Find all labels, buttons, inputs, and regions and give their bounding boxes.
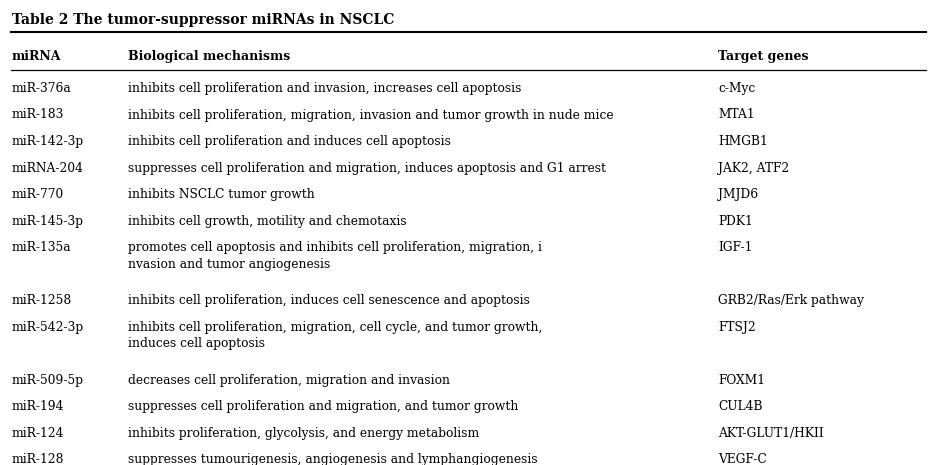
Text: HMGB1: HMGB1: [717, 135, 767, 148]
Text: FTSJ2: FTSJ2: [717, 320, 755, 333]
Text: miRNA: miRNA: [12, 50, 62, 63]
Text: miR-124: miR-124: [12, 426, 65, 439]
Text: GRB2/Ras/Erk pathway: GRB2/Ras/Erk pathway: [717, 294, 863, 307]
Text: miR-376a: miR-376a: [12, 82, 72, 95]
Text: miRNA-204: miRNA-204: [12, 161, 84, 174]
Text: miR-135a: miR-135a: [12, 241, 71, 254]
Text: Target genes: Target genes: [717, 50, 808, 63]
Text: inhibits NSCLC tumor growth: inhibits NSCLC tumor growth: [128, 188, 314, 201]
Text: suppresses tumourigenesis, angiogenesis and lymphangiogenesis: suppresses tumourigenesis, angiogenesis …: [128, 453, 537, 465]
Text: miR-770: miR-770: [12, 188, 65, 201]
Text: miR-128: miR-128: [12, 453, 65, 465]
Text: inhibits cell proliferation, migration, invasion and tumor growth in nude mice: inhibits cell proliferation, migration, …: [128, 108, 613, 121]
Text: IGF-1: IGF-1: [717, 241, 752, 254]
Text: JMJD6: JMJD6: [717, 188, 757, 201]
Text: suppresses cell proliferation and migration, and tumor growth: suppresses cell proliferation and migrat…: [128, 400, 518, 413]
Text: inhibits cell growth, motility and chemotaxis: inhibits cell growth, motility and chemo…: [128, 214, 406, 227]
Text: c-Myc: c-Myc: [717, 82, 754, 95]
Text: suppresses cell proliferation and migration, induces apoptosis and G1 arrest: suppresses cell proliferation and migrat…: [128, 161, 606, 174]
Text: FOXM1: FOXM1: [717, 373, 764, 386]
Text: miR-142-3p: miR-142-3p: [12, 135, 84, 148]
Text: AKT-GLUT1/HKII: AKT-GLUT1/HKII: [717, 426, 823, 439]
Text: promotes cell apoptosis and inhibits cell proliferation, migration, i
nvasion an: promotes cell apoptosis and inhibits cel…: [128, 241, 541, 271]
Text: inhibits proliferation, glycolysis, and energy metabolism: inhibits proliferation, glycolysis, and …: [128, 426, 478, 439]
Text: miR-145-3p: miR-145-3p: [12, 214, 84, 227]
Text: VEGF-C: VEGF-C: [717, 453, 766, 465]
Text: miR-509-5p: miR-509-5p: [12, 373, 84, 386]
Text: miR-194: miR-194: [12, 400, 65, 413]
Text: PDK1: PDK1: [717, 214, 752, 227]
Text: inhibits cell proliferation and induces cell apoptosis: inhibits cell proliferation and induces …: [128, 135, 450, 148]
Text: decreases cell proliferation, migration and invasion: decreases cell proliferation, migration …: [128, 373, 449, 386]
Text: inhibits cell proliferation, induces cell senescence and apoptosis: inhibits cell proliferation, induces cel…: [128, 294, 530, 307]
Text: miR-1258: miR-1258: [12, 294, 72, 307]
Text: CUL4B: CUL4B: [717, 400, 762, 413]
Text: miR-542-3p: miR-542-3p: [12, 320, 84, 333]
Text: inhibits cell proliferation, migration, cell cycle, and tumor growth,
induces ce: inhibits cell proliferation, migration, …: [128, 320, 542, 350]
Text: Biological mechanisms: Biological mechanisms: [128, 50, 290, 63]
Text: MTA1: MTA1: [717, 108, 753, 121]
Text: JAK2, ATF2: JAK2, ATF2: [717, 161, 788, 174]
Text: miR-183: miR-183: [12, 108, 65, 121]
Text: Table 2 The tumor-suppressor miRNAs in NSCLC: Table 2 The tumor-suppressor miRNAs in N…: [12, 13, 394, 27]
Text: inhibits cell proliferation and invasion, increases cell apoptosis: inhibits cell proliferation and invasion…: [128, 82, 520, 95]
